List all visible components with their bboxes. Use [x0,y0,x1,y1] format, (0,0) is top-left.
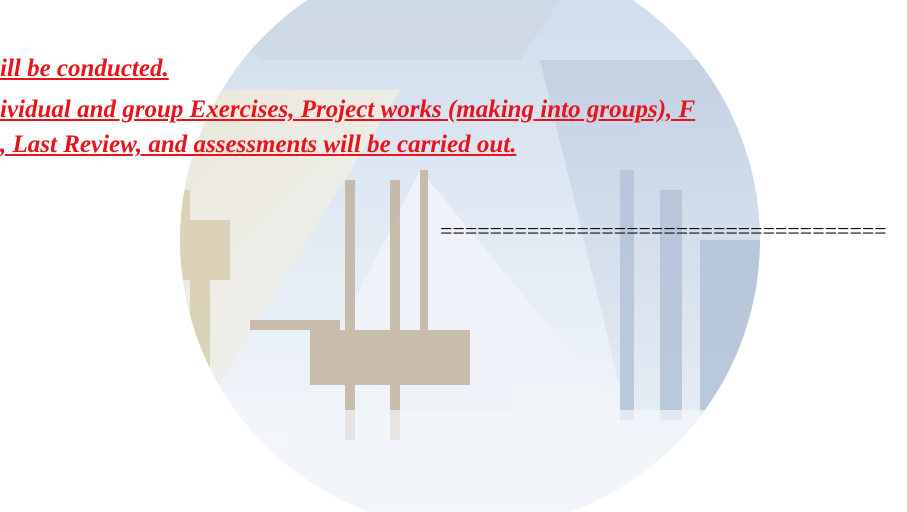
text-line: , Last Review, and assessments will be c… [0,131,516,159]
page: ill be conducted. ividual and group Exer… [0,0,907,512]
text-line: ill be conducted. [0,55,169,83]
separator: ==================================== [440,218,887,244]
text-line: ividual and group Exercises, Project wor… [0,96,695,124]
